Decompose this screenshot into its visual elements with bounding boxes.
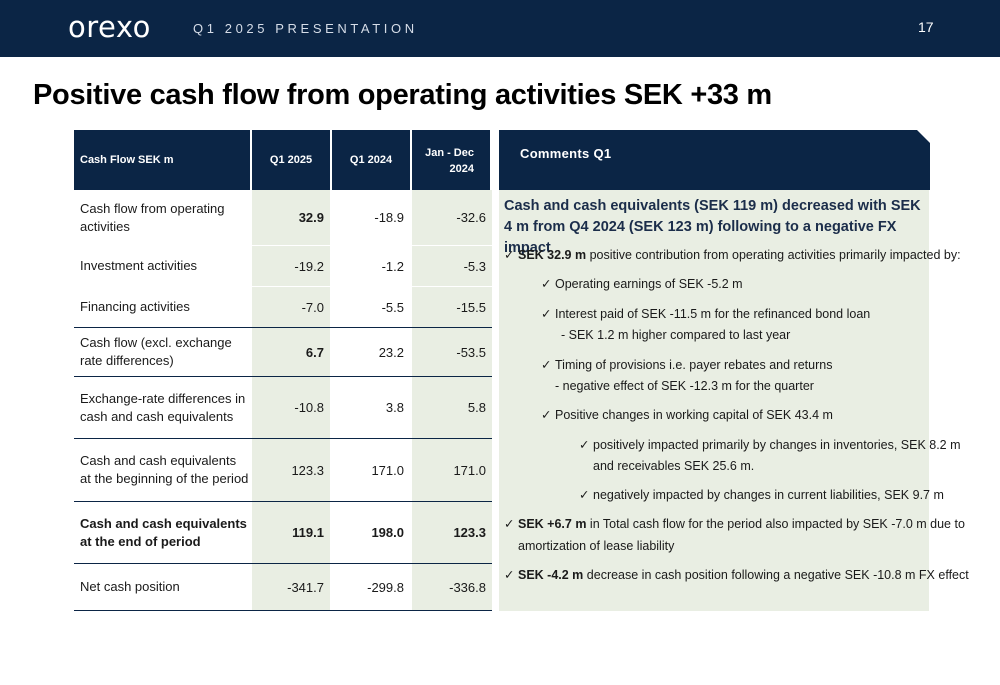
row-label: Investment activities xyxy=(80,258,198,273)
cell-jan-dec-2024: -32.6 xyxy=(412,190,492,245)
comments-header: Comments Q1 xyxy=(499,130,931,190)
comment-bold: SEK +6.7 m xyxy=(518,517,587,531)
cell-q1-2024: -1.2 xyxy=(381,258,404,274)
table-header: Cash Flow SEK m Q1 2025 Q1 2024 Jan - De… xyxy=(74,130,492,190)
column-header-jan-dec-2024: Jan - Dec 2024 xyxy=(412,130,490,190)
check-icon: ✓ xyxy=(579,488,590,502)
presentation-label: Q1 2025 PRESENTATION xyxy=(193,21,418,36)
table-row: Cash and cash equivalents at the end of … xyxy=(74,502,492,564)
header-bar: orexo Q1 2025 PRESENTATION 17 xyxy=(0,0,1000,57)
cell-jan-dec-2024: -336.8 xyxy=(412,564,492,610)
column-header-label: Cash Flow SEK m xyxy=(74,130,250,190)
comment-item: ✓ Timing of provisions i.e. payer rebates… xyxy=(541,356,832,374)
cell-jan-dec-2024: 171.0 xyxy=(412,439,492,501)
comment-item: ✓ SEK 32.9 m positive contribution from o… xyxy=(504,246,961,264)
page-number: 17 xyxy=(918,19,934,35)
row-label: Net cash position xyxy=(80,579,180,594)
comment-subline: and receivables SEK 25.6 m. xyxy=(593,459,755,473)
cell-q1-2024: 3.8 xyxy=(385,400,404,415)
comments-title: Comments Q1 xyxy=(520,146,612,161)
cell-q1-2025: -341.7 xyxy=(252,564,330,610)
header-corner-cut xyxy=(917,130,931,144)
comment-item: ✓ negatively impacted by changes in curre… xyxy=(579,486,944,504)
comment-bold: SEK -4.2 m xyxy=(518,568,584,582)
cell-q1-2024: 198.0 xyxy=(371,525,404,540)
table-row: Exchange-rate differences in cash and ca… xyxy=(74,377,492,439)
table-row: Cash flow from operating activities 32.9… xyxy=(74,190,492,246)
comment-item: ✓ positively impacted primarily by change… xyxy=(579,436,961,454)
cell-q1-2025: -10.8 xyxy=(252,377,330,438)
cell-jan-dec-2024: -15.5 xyxy=(412,287,492,327)
cell-q1-2025: 6.7 xyxy=(252,328,330,376)
column-header-q1-2024: Q1 2024 xyxy=(332,130,410,190)
cell-q1-2024: 171.0 xyxy=(371,462,404,478)
comment-text: Timing of provisions i.e. payer rebates … xyxy=(555,358,833,372)
cell-jan-dec-2024: -5.3 xyxy=(412,246,492,286)
comments-panel: Comments Q1 Cash and cash equivalents (S… xyxy=(499,130,969,611)
row-label: Cash and cash equivalents at the end of … xyxy=(80,515,247,549)
comment-text: Interest paid of SEK -11.5 m for the ref… xyxy=(555,307,871,321)
table-row: Investment activities -19.2 -1.2 -5.3 xyxy=(74,246,492,287)
comment-subline: - SEK 1.2 m higher compared to last year xyxy=(561,328,791,342)
comment-text: Operating earnings of SEK -5.2 m xyxy=(555,277,743,291)
slide-title: Positive cash flow from operating activi… xyxy=(33,79,772,111)
row-label: Exchange-rate differences in cash and ca… xyxy=(80,390,246,424)
cell-q1-2025: 123.3 xyxy=(252,439,330,501)
cell-jan-dec-2024: 5.8 xyxy=(412,377,492,438)
check-icon: ✓ xyxy=(541,307,552,321)
cell-q1-2024: -299.8 xyxy=(367,579,404,595)
comment-text: negatively impacted by changes in curren… xyxy=(593,488,944,502)
comment-text: decrease in cash position following a ne… xyxy=(583,568,969,582)
table-row: Net cash position -341.7 -299.8 -336.8 xyxy=(74,564,492,611)
column-header-jan-dec-2024-text: Jan - Dec 2024 xyxy=(425,147,474,175)
row-label: Cash and cash equivalents at the beginni… xyxy=(80,453,249,486)
comment-item: ✓ SEK -4.2 m decrease in cash position fo… xyxy=(504,566,969,584)
comments-lead: Cash and cash equivalents (SEK 119 m) de… xyxy=(504,198,921,256)
table-row: Cash and cash equivalents at the beginni… xyxy=(74,439,492,502)
cell-q1-2024: 23.2 xyxy=(378,344,404,360)
check-icon: ✓ xyxy=(579,438,590,452)
comment-text: positively impacted primarily by changes… xyxy=(593,438,961,452)
cell-q1-2024: -5.5 xyxy=(381,299,404,315)
check-icon: ✓ xyxy=(541,408,552,422)
table-row: Cash flow (excl. exchange rate differenc… xyxy=(74,328,492,377)
comment-text: Positive changes in working capital of S… xyxy=(555,408,833,422)
row-label: Cash flow (excl. exchange rate differenc… xyxy=(80,335,232,368)
check-icon: ✓ xyxy=(541,358,552,372)
check-icon: ✓ xyxy=(504,517,515,531)
check-icon: ✓ xyxy=(504,568,515,582)
comment-item: ✓ SEK +6.7 m in Total cash flow for the p… xyxy=(504,515,965,533)
cell-q1-2025: -7.0 xyxy=(252,287,330,327)
check-icon: ✓ xyxy=(504,248,515,262)
cash-flow-table: Cash Flow SEK m Q1 2025 Q1 2024 Jan - De… xyxy=(74,130,492,611)
company-logo: orexo xyxy=(68,10,151,44)
row-label: Financing activities xyxy=(80,299,190,314)
comment-subline: - negative effect of SEK -12.3 m for the… xyxy=(555,379,814,393)
comment-item: ✓ Positive changes in working capital of … xyxy=(541,406,833,424)
comment-subline: amortization of lease liability xyxy=(518,539,675,553)
table-row: Financing activities -7.0 -5.5 -15.5 xyxy=(74,287,492,328)
cell-q1-2025: 119.1 xyxy=(252,502,330,563)
cell-q1-2025: -19.2 xyxy=(252,246,330,286)
comment-text: in Total cash flow for the period also i… xyxy=(586,517,965,531)
check-icon: ✓ xyxy=(541,277,552,291)
cell-q1-2025: 32.9 xyxy=(252,190,330,245)
row-label: Cash flow from operating activities xyxy=(80,200,225,234)
comment-item: ✓ Operating earnings of SEK -5.2 m xyxy=(541,275,743,293)
column-header-q1-2025: Q1 2025 xyxy=(252,130,330,190)
cell-jan-dec-2024: 123.3 xyxy=(412,502,492,563)
cell-jan-dec-2024: -53.5 xyxy=(412,328,492,376)
comment-bold: SEK 32.9 m xyxy=(518,248,587,262)
comment-item: ✓ Interest paid of SEK -11.5 m for the re… xyxy=(541,305,870,323)
cell-q1-2024: -18.9 xyxy=(374,210,404,225)
comment-text: positive contribution from operating act… xyxy=(586,248,961,262)
